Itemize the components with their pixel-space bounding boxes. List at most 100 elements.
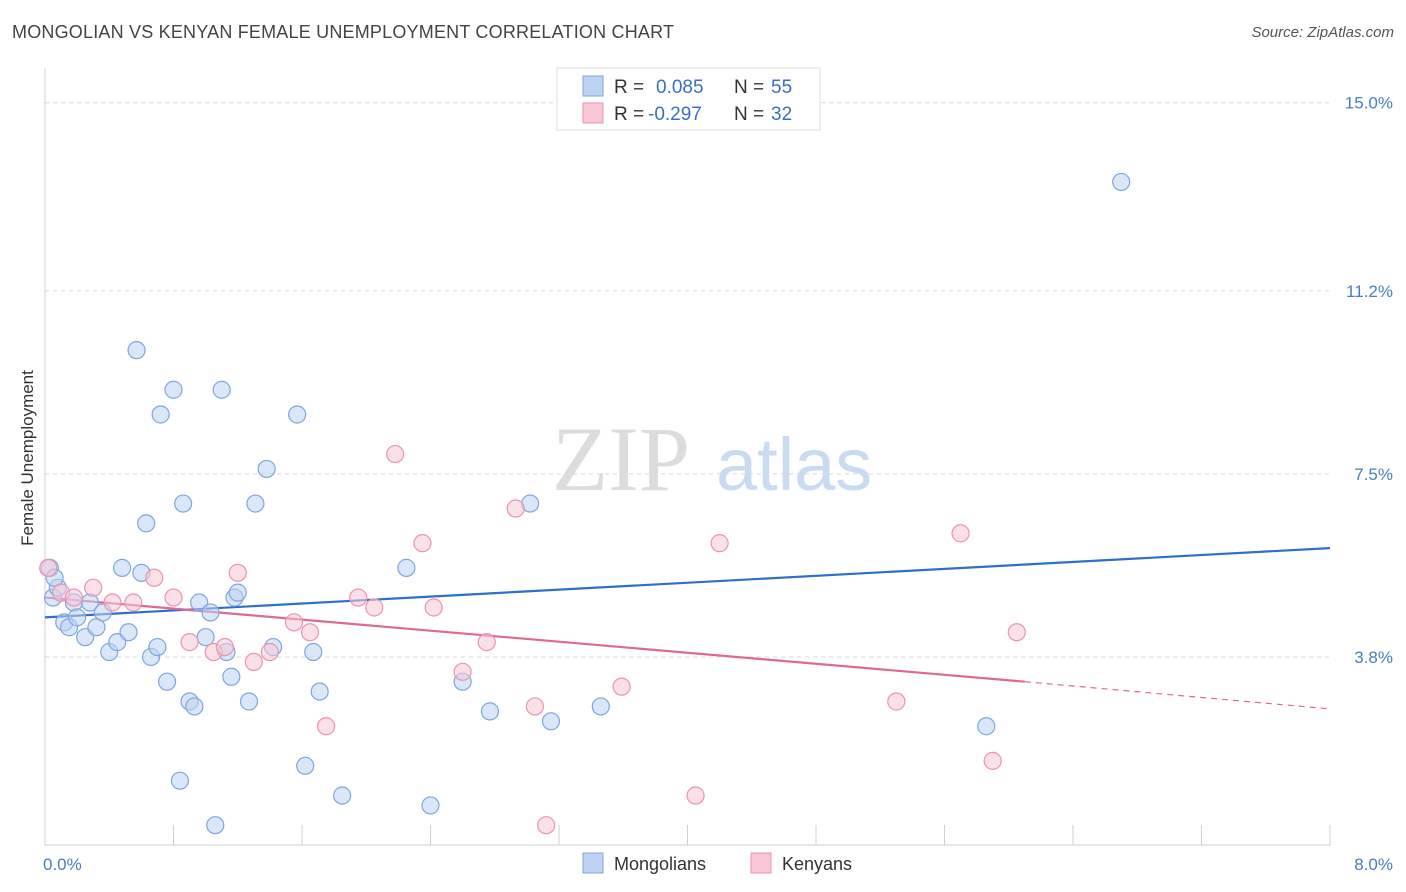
point-mongolians [257, 459, 276, 479]
point-mongolians [164, 380, 183, 399]
point-mongolians [212, 380, 231, 399]
legend-r-value: 0.085 [656, 77, 704, 98]
watermark: ZIP atlas [552, 408, 872, 510]
y-tick-label: 3.8% [1354, 648, 1393, 667]
legend-r-label: R = [614, 104, 644, 125]
point-kenyans [365, 598, 384, 617]
point-mongolians [239, 692, 259, 711]
point-kenyans [349, 588, 368, 607]
point-kenyans [84, 578, 103, 597]
point-kenyans [686, 786, 705, 805]
x-tick-label: 8.0% [1354, 855, 1393, 874]
bottom-legend-swatch-kenyans [750, 852, 772, 874]
legend-swatch-blue [582, 75, 604, 97]
point-mongolians [185, 697, 204, 716]
legend-r-label: R = [614, 77, 644, 98]
point-mongolians [333, 786, 352, 805]
point-mongolians [1112, 172, 1131, 192]
point-kenyans [887, 692, 906, 711]
point-kenyans [39, 558, 58, 577]
chart-title: MONGOLIAN VS KENYAN FEMALE UNEMPLOYMENT … [12, 22, 675, 42]
trendline-mongolians [44, 546, 1331, 619]
legend-swatch-pink [582, 102, 604, 124]
point-kenyans [413, 534, 432, 553]
y-axis-label: Female Unemployment [18, 370, 37, 546]
point-mongolians [174, 494, 193, 513]
point-kenyans [124, 593, 143, 612]
point-kenyans [506, 499, 525, 518]
point-kenyans [145, 568, 164, 587]
point-mongolians [480, 702, 500, 721]
point-mongolians [148, 637, 167, 657]
point-kenyans [951, 524, 970, 543]
point-mongolians [304, 642, 323, 662]
point-kenyans [64, 588, 84, 607]
point-kenyans [244, 652, 263, 672]
bottom-legend-swatch-mongolians [582, 852, 604, 874]
x-tick-labels: 0.0% 8.0% [43, 855, 1393, 874]
bottom-legend: Mongolians Kenyans [582, 852, 852, 874]
y-tick-label: 15.0% [1345, 94, 1393, 113]
legend-n-label: N = [734, 77, 764, 98]
point-mongolians [151, 405, 170, 424]
point-mongolians [541, 712, 561, 731]
point-kenyans [284, 613, 304, 632]
point-mongolians [112, 558, 132, 577]
x-tick-label: 0.0% [43, 855, 82, 874]
point-kenyans [180, 633, 199, 652]
point-mongolians [296, 756, 315, 775]
point-mongolians [228, 583, 247, 602]
trendline-kenyans [1024, 681, 1331, 710]
point-mongolians [157, 672, 177, 691]
point-mongolians [397, 558, 416, 577]
point-kenyans [537, 816, 556, 835]
point-mongolians [119, 623, 138, 642]
point-mongolians [246, 494, 265, 513]
point-kenyans [386, 444, 405, 464]
point-kenyans [215, 637, 234, 657]
points-layer [39, 172, 1131, 835]
point-mongolians [222, 667, 241, 686]
legend-n-value: 32 [771, 104, 792, 125]
point-mongolians [310, 682, 329, 701]
legend-n-label: N = [734, 104, 764, 125]
y-tick-label: 7.5% [1354, 465, 1393, 484]
legend-box: R = 0.085 N = 55 R = -0.297 N = 32 [556, 67, 821, 131]
point-kenyans [316, 717, 336, 736]
point-mongolians [196, 628, 215, 647]
point-mongolians [201, 603, 220, 622]
y-tick-label: 11.2% [1346, 282, 1393, 301]
point-kenyans [164, 588, 183, 607]
point-kenyans [477, 633, 496, 652]
point-mongolians [127, 341, 146, 360]
point-kenyans [300, 623, 320, 642]
point-kenyans [612, 677, 631, 696]
point-mongolians [137, 514, 156, 533]
source-label: Source: ZipAtlas.com [1251, 24, 1394, 41]
point-kenyans [525, 697, 545, 716]
point-kenyans [983, 751, 1002, 770]
point-mongolians [421, 796, 440, 815]
point-mongolians [206, 816, 225, 835]
point-kenyans [453, 662, 472, 681]
point-kenyans [710, 534, 729, 553]
bottom-legend-mongolians: Mongolians [614, 854, 706, 874]
watermark-atlas: atlas [716, 423, 872, 506]
point-mongolians [170, 771, 190, 790]
axes-layer [44, 68, 1331, 846]
bottom-legend-kenyans: Kenyans [782, 854, 852, 874]
watermark-zip: ZIP [552, 408, 690, 510]
point-mongolians [288, 405, 307, 424]
point-mongolians [68, 608, 87, 627]
legend-r-value: -0.297 [648, 104, 702, 125]
point-kenyans [103, 593, 122, 612]
point-kenyans [260, 642, 279, 662]
legend-n-value: 55 [771, 77, 792, 98]
point-kenyans [228, 563, 247, 582]
y-tick-labels: 3.8% 7.5% 11.2% 15.0% [1345, 94, 1393, 667]
point-kenyans [1007, 623, 1026, 642]
point-mongolians [591, 697, 610, 716]
point-mongolians [977, 717, 996, 736]
point-kenyans [424, 598, 443, 617]
